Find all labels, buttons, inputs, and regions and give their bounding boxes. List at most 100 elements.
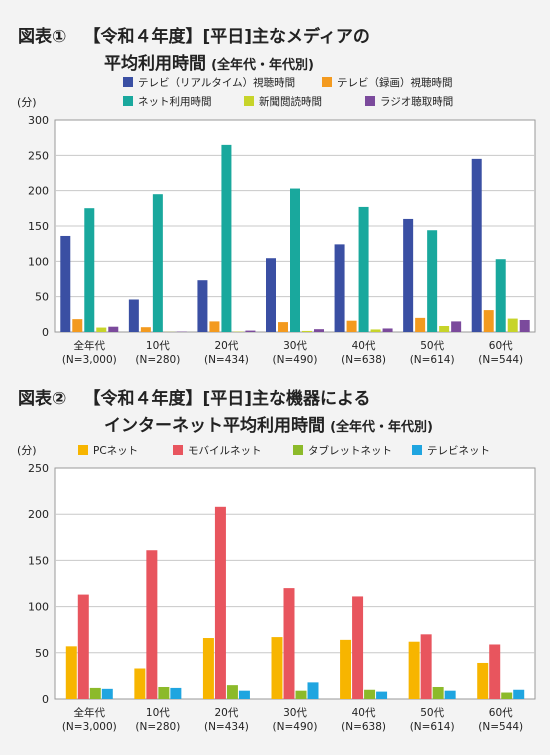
bar [432, 686, 444, 699]
bar [382, 328, 393, 332]
bar [495, 259, 506, 332]
figure2-header: 図表② 【令和４年度】[平日]主な機器による インターネット平均利用時間 (全年… [18, 384, 433, 436]
legend-label: テレビ（リアルタイム）視聴時間 [138, 76, 295, 89]
figure1-header: 図表① 【令和４年度】[平日]主なメディアの 平均利用時間 (全年代・年代別) [18, 22, 370, 74]
x-category-label: 全年代 [74, 339, 106, 352]
legend-label: PCネット [93, 445, 138, 457]
legend-label: テレビ（録画）視聴時間 [337, 76, 453, 89]
bar [513, 689, 525, 699]
legend-label: タブレットネット [308, 444, 392, 457]
bar [471, 158, 482, 332]
bar [307, 682, 319, 699]
bar [376, 691, 388, 699]
bar [65, 646, 77, 699]
figure1-title-row1: 図表① 【令和４年度】[平日]主なメディアの [18, 22, 370, 47]
x-category-label: 10代 [146, 340, 170, 352]
x-category-n-label: (N=614) [410, 721, 455, 733]
bar [271, 637, 283, 699]
bar [202, 638, 214, 699]
y-tick-label: 50 [35, 647, 49, 660]
legend-label: ネット利用時間 [138, 96, 212, 108]
bar [439, 325, 450, 332]
y-axis-unit: (分) [17, 96, 37, 109]
bar [403, 218, 414, 332]
x-category-n-label: (N=434) [204, 721, 249, 733]
x-category-label: 10代 [146, 707, 170, 719]
x-category-n-label: (N=544) [478, 354, 523, 366]
legend-label: ラジオ聴取時間 [380, 96, 453, 108]
bar [245, 330, 256, 332]
y-tick-label: 250 [28, 149, 49, 162]
bar [340, 639, 352, 699]
legend-swatch [123, 77, 133, 87]
bar [84, 208, 95, 332]
x-category-label: 40代 [352, 707, 376, 719]
x-category-label: 30代 [283, 707, 307, 719]
bar [352, 596, 364, 699]
chart-internet-device-usage: PCネット モバイルネット タブレットネット テレビネット (分) 0 50 100 150 20… [17, 444, 536, 733]
bar [170, 687, 182, 699]
x-category-n-label: (N=434) [204, 354, 249, 366]
x-category-n-label: (N=280) [135, 354, 180, 366]
bar [346, 320, 357, 332]
x-category-label: 40代 [352, 340, 376, 352]
y-axis-unit: (分) [17, 444, 37, 457]
x-category-n-label: (N=638) [341, 354, 386, 366]
bar [140, 327, 151, 332]
bar [101, 688, 113, 699]
bar [507, 318, 518, 332]
bar [501, 692, 513, 699]
x-category-n-label: (N=614) [410, 354, 455, 366]
legend-swatch [293, 445, 303, 455]
x-category-label: 全年代 [74, 706, 106, 719]
figure2-title-suffix: (全年代・年代別) [330, 420, 433, 435]
bar [209, 321, 220, 332]
y-tick-label: 150 [28, 220, 49, 233]
bar [477, 662, 489, 699]
bar [290, 188, 300, 332]
bar [96, 327, 107, 332]
x-category-n-label: (N=3,000) [62, 354, 117, 366]
y-tick-label: 300 [28, 114, 49, 127]
x-category-label: 30代 [283, 340, 307, 352]
figure2-title-row2: インターネット平均利用時間 (全年代・年代別) [104, 411, 433, 436]
bar [364, 689, 376, 699]
x-category-n-label: (N=490) [273, 721, 318, 733]
figure2-title-line2: インターネット平均利用時間 [104, 416, 325, 436]
bar [519, 319, 530, 332]
bar [302, 330, 312, 332]
bar [72, 319, 83, 332]
figure1-title-row2: 平均利用時間 (全年代・年代別) [104, 49, 370, 74]
bar [134, 668, 146, 699]
y-tick-label: 150 [28, 554, 49, 567]
x-category-label: 20代 [214, 707, 238, 719]
bar [238, 690, 250, 699]
legend-swatch [244, 96, 254, 106]
legend-swatch [322, 77, 332, 87]
bar [408, 641, 420, 699]
figure1-label: 図表① [18, 27, 67, 47]
y-tick-label: 200 [28, 185, 49, 198]
bar [226, 685, 238, 699]
bar [108, 326, 119, 332]
bar [152, 194, 163, 332]
x-category-n-label: (N=544) [478, 721, 523, 733]
bar [420, 634, 432, 699]
y-tick-label: 100 [28, 255, 49, 268]
bar [358, 206, 369, 332]
y-tick-label: 0 [42, 326, 49, 339]
bar [489, 644, 501, 699]
legend-swatch [365, 96, 375, 106]
y-tick-label: 100 [28, 601, 49, 614]
x-category-label: 60代 [489, 707, 513, 719]
figure1-title-suffix: (全年代・年代別) [211, 58, 314, 73]
bar [89, 687, 101, 699]
bar [146, 550, 158, 699]
legend-swatch [123, 96, 133, 106]
y-tick-label: 200 [28, 508, 49, 521]
bar [278, 322, 288, 332]
bar [370, 329, 381, 332]
x-category-label: 60代 [489, 340, 513, 352]
bar [283, 588, 295, 699]
